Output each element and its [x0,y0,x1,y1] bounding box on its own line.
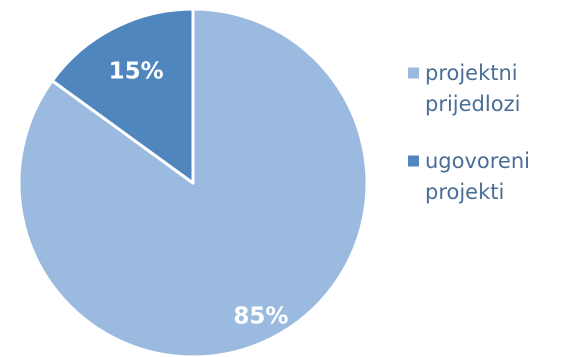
legend-item-1: ugovoreni projekti [408,149,530,204]
pie-data-labels: 85% 15% [109,58,289,329]
pie-data-label-1: 15% [109,58,164,84]
legend-label-0-line-0: projektni [425,61,518,85]
legend-swatch-0 [408,67,419,79]
pie-slice-1 [50,7,195,185]
pie-slices [17,7,369,357]
legend: projektni prijedlozi ugovoreni projekti [408,61,530,204]
legend-item-0: projektni prijedlozi [408,61,520,116]
pie-data-label-0: 85% [233,303,288,329]
legend-label-1-line-1: projekti [425,180,504,204]
legend-label-1-line-0: ugovoreni [425,149,530,173]
legend-label-0-line-1: prijedlozi [425,92,520,116]
legend-swatch-1 [408,155,419,167]
